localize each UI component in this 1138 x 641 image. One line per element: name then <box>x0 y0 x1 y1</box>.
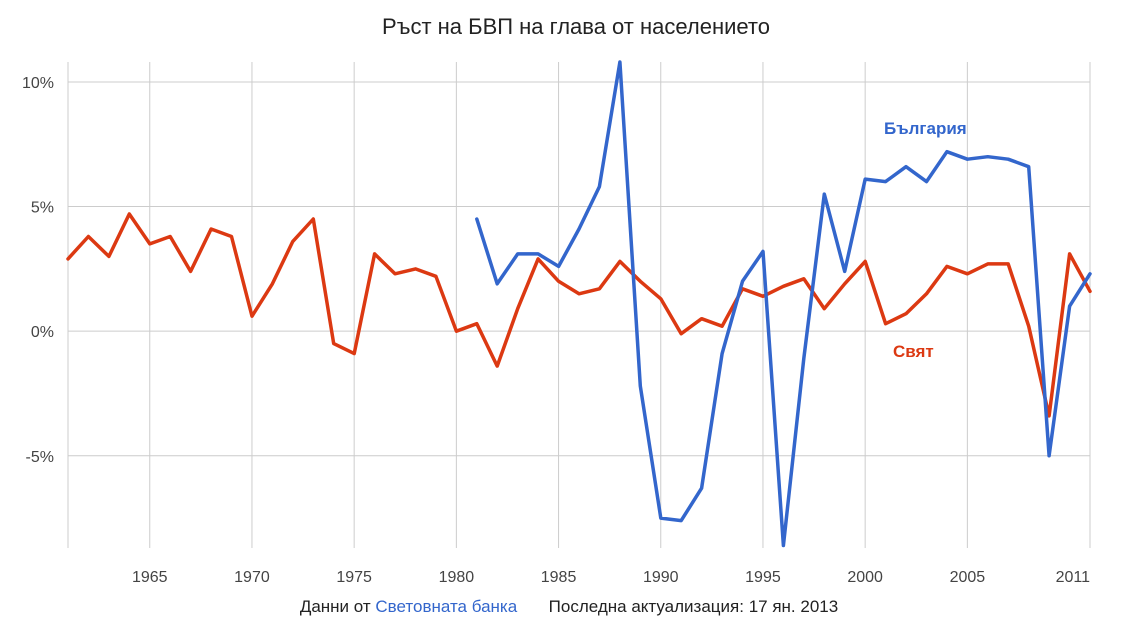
x-tick-label: 1965 <box>132 569 168 586</box>
series-line-world <box>66 212 1092 418</box>
series-line-bulgaria <box>475 60 1092 548</box>
y-axis-tick-labels: -5% 0% 5% 10% <box>22 75 54 466</box>
y-tick-label: 5% <box>31 200 54 217</box>
x-tick-label: 1995 <box>745 569 781 586</box>
chart-footer: Данни от Световната банка Последна актуа… <box>0 597 1138 617</box>
x-tick-label: 2005 <box>950 569 986 586</box>
x-tick-label: 2011 <box>1056 569 1091 586</box>
y-tick-label: 0% <box>31 324 54 341</box>
chart-title: Ръст на БВП на глава от населението <box>382 14 770 39</box>
y-tick-label: -5% <box>26 449 54 466</box>
x-tick-label: 1980 <box>439 569 475 586</box>
source-prefix: Данни от <box>299 597 371 616</box>
x-tick-label: 1970 <box>234 569 270 586</box>
series-label-bulgaria: България <box>884 119 967 138</box>
last-updated: Последна актуализация: 17 ян. 2013 <box>548 597 839 616</box>
horizontal-gridlines <box>68 81 1090 457</box>
vertical-gridlines <box>67 62 1091 548</box>
x-tick-label: 1985 <box>541 569 577 586</box>
x-tick-label: 1975 <box>336 569 372 586</box>
x-tick-label: 1990 <box>643 569 679 586</box>
series-label-world: Свят <box>893 342 934 361</box>
chart: Ръст на БВП на глава от населението 1965… <box>22 14 1092 586</box>
source-link[interactable]: Световната банка <box>375 597 518 616</box>
x-axis-tick-labels: 1965 1970 1975 1980 1985 1990 1995 2000 2005 2011 <box>132 569 1090 586</box>
series-lines <box>66 60 1092 548</box>
x-tick-label: 2000 <box>847 569 883 586</box>
y-tick-label: 10% <box>22 75 54 92</box>
